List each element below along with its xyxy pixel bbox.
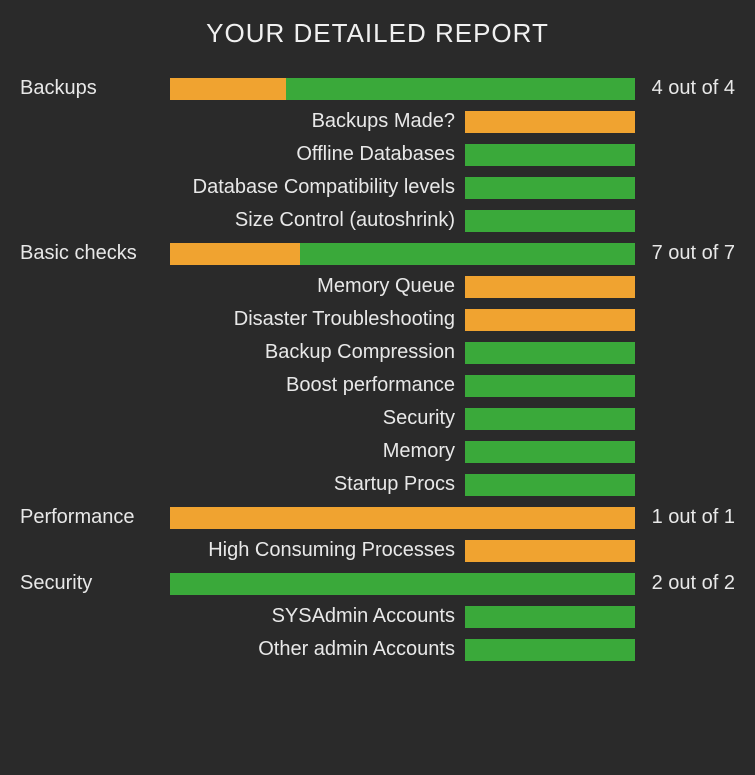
section-bar-segment bbox=[170, 243, 300, 265]
section-bar bbox=[170, 78, 635, 100]
section-label: Backups bbox=[20, 77, 170, 100]
item-bar-wrap bbox=[465, 276, 635, 298]
item-row: Memory Queue bbox=[20, 275, 735, 298]
item-row: Backups Made? bbox=[20, 110, 735, 133]
item-bar bbox=[465, 144, 635, 166]
section-header: Backups 4 out of 4 bbox=[20, 77, 735, 100]
report-body: Backups 4 out of 4 Backups Made? Offline Da… bbox=[20, 77, 735, 661]
item-row: Other admin Accounts bbox=[20, 638, 735, 661]
section-items: High Consuming Processes bbox=[20, 539, 735, 562]
item-label: Startup Procs bbox=[20, 473, 465, 496]
item-bar bbox=[465, 276, 635, 298]
item-bar bbox=[465, 111, 635, 133]
section-bar-segment bbox=[300, 243, 635, 265]
item-bar bbox=[465, 639, 635, 661]
item-label: Size Control (autoshrink) bbox=[20, 209, 465, 232]
item-bar-wrap bbox=[465, 342, 635, 364]
section-bar-segment bbox=[170, 507, 635, 529]
section-header: Security 2 out of 2 bbox=[20, 572, 735, 595]
item-bar-wrap bbox=[465, 144, 635, 166]
section-header: Basic checks 7 out of 7 bbox=[20, 242, 735, 265]
report-title: YOUR DETAILED REPORT bbox=[20, 18, 735, 49]
item-row: Offline Databases bbox=[20, 143, 735, 166]
section-label: Basic checks bbox=[20, 242, 170, 265]
item-row: Security bbox=[20, 407, 735, 430]
item-row: Startup Procs bbox=[20, 473, 735, 496]
section-label: Security bbox=[20, 572, 170, 595]
item-bar bbox=[465, 441, 635, 463]
item-label: Database Compatibility levels bbox=[20, 176, 465, 199]
item-label: Security bbox=[20, 407, 465, 430]
section-bar bbox=[170, 573, 635, 595]
item-label: Disaster Troubleshooting bbox=[20, 308, 465, 331]
item-label: Memory Queue bbox=[20, 275, 465, 298]
item-bar-wrap bbox=[465, 177, 635, 199]
item-bar bbox=[465, 375, 635, 397]
item-bar-wrap bbox=[465, 375, 635, 397]
item-bar-wrap bbox=[465, 606, 635, 628]
item-bar-wrap bbox=[465, 639, 635, 661]
item-label: Other admin Accounts bbox=[20, 638, 465, 661]
section-score: 4 out of 4 bbox=[635, 77, 735, 100]
section-bar-segment bbox=[170, 573, 635, 595]
section-score: 2 out of 2 bbox=[635, 572, 735, 595]
item-bar bbox=[465, 177, 635, 199]
item-row: SYSAdmin Accounts bbox=[20, 605, 735, 628]
item-bar-wrap bbox=[465, 210, 635, 232]
item-bar-wrap bbox=[465, 540, 635, 562]
section-bar bbox=[170, 507, 635, 529]
section-items: Memory Queue Disaster Troubleshooting Back… bbox=[20, 275, 735, 496]
item-row: Size Control (autoshrink) bbox=[20, 209, 735, 232]
item-row: Backup Compression bbox=[20, 341, 735, 364]
section-items: Backups Made? Offline Databases Database C… bbox=[20, 110, 735, 232]
section-bar-segment bbox=[170, 78, 286, 100]
item-bar bbox=[465, 540, 635, 562]
item-bar bbox=[465, 408, 635, 430]
item-bar bbox=[465, 474, 635, 496]
section-bar-segment bbox=[286, 78, 635, 100]
item-bar bbox=[465, 210, 635, 232]
item-label: Backups Made? bbox=[20, 110, 465, 133]
section-label: Performance bbox=[20, 506, 170, 529]
item-label: SYSAdmin Accounts bbox=[20, 605, 465, 628]
item-row: Boost performance bbox=[20, 374, 735, 397]
item-bar bbox=[465, 342, 635, 364]
item-bar-wrap bbox=[465, 309, 635, 331]
item-bar-wrap bbox=[465, 111, 635, 133]
section-score: 7 out of 7 bbox=[635, 242, 735, 265]
section-header: Performance 1 out of 1 bbox=[20, 506, 735, 529]
item-row: High Consuming Processes bbox=[20, 539, 735, 562]
item-bar-wrap bbox=[465, 474, 635, 496]
item-bar bbox=[465, 606, 635, 628]
item-label: Offline Databases bbox=[20, 143, 465, 166]
item-bar-wrap bbox=[465, 408, 635, 430]
item-bar bbox=[465, 309, 635, 331]
section-score: 1 out of 1 bbox=[635, 506, 735, 529]
item-bar-wrap bbox=[465, 441, 635, 463]
item-label: High Consuming Processes bbox=[20, 539, 465, 562]
item-row: Database Compatibility levels bbox=[20, 176, 735, 199]
item-label: Memory bbox=[20, 440, 465, 463]
item-label: Boost performance bbox=[20, 374, 465, 397]
section-items: SYSAdmin Accounts Other admin Accounts bbox=[20, 605, 735, 661]
item-label: Backup Compression bbox=[20, 341, 465, 364]
section-bar bbox=[170, 243, 635, 265]
item-row: Memory bbox=[20, 440, 735, 463]
item-row: Disaster Troubleshooting bbox=[20, 308, 735, 331]
